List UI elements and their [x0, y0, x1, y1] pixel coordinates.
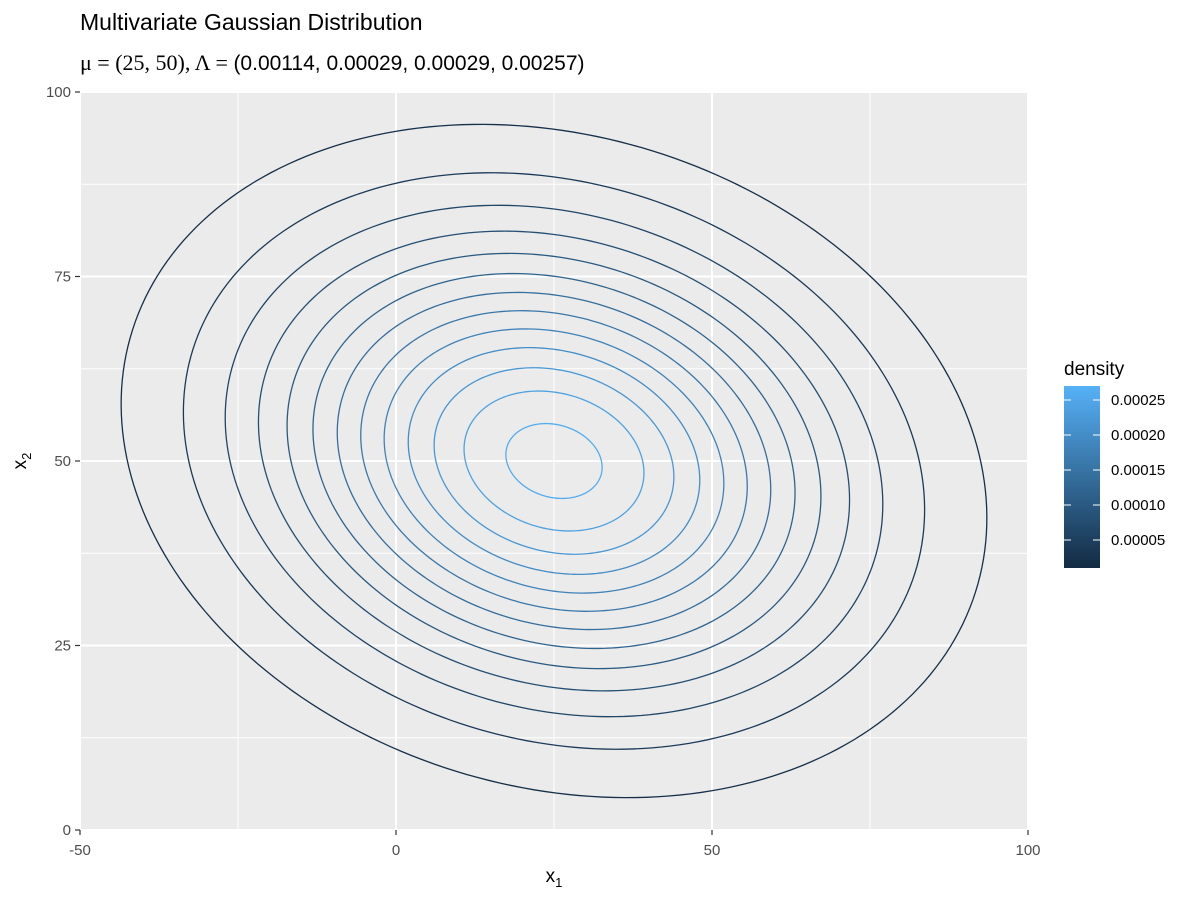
x-tick-label: 50 — [704, 842, 721, 859]
contour-line — [407, 346, 701, 576]
y-tick-label: 25 — [54, 638, 71, 655]
axis-ticks — [75, 91, 1029, 835]
contour-line — [463, 390, 645, 532]
y-tick-label: 100 — [46, 84, 71, 101]
legend-ticks — [1064, 399, 1100, 541]
y-axis-title: x2 — [10, 453, 34, 470]
legend-colorbar — [1064, 386, 1100, 568]
contour-line — [286, 252, 822, 670]
contour-line — [383, 328, 725, 594]
x-tick-label: 100 — [1015, 842, 1040, 859]
contour-line — [433, 367, 675, 555]
contour-line — [120, 123, 988, 799]
legend-label: 0.00025 — [1111, 392, 1165, 409]
legend-title: density — [1064, 359, 1125, 380]
subtitle-prefix: μ = (25, 50), Λ = — [80, 50, 233, 75]
legend-label: 0.00015 — [1111, 462, 1165, 479]
x-axis-title: x1 — [546, 866, 563, 890]
legend-label: 0.00010 — [1111, 497, 1165, 514]
contour-line — [312, 272, 796, 650]
legend-labels: 0.00025 0.00020 0.00015 0.00010 0.00005 — [1111, 392, 1165, 549]
contour-line — [360, 310, 748, 612]
legend-label: 0.00005 — [1111, 532, 1165, 549]
x-tick-label: 0 — [392, 842, 400, 859]
contour-lines — [120, 123, 988, 799]
contour-line — [505, 422, 603, 500]
y-axis-tick-labels: 0 25 50 75 100 — [46, 84, 71, 839]
y-tick-label: 50 — [54, 453, 71, 470]
x-axis-tick-labels: -50 0 50 100 — [69, 842, 1040, 859]
contour-line — [257, 230, 851, 692]
contour-line — [336, 291, 772, 631]
chart-subtitle: μ = (25, 50), Λ = (0.00114, 0.00029, 0.0… — [80, 50, 585, 75]
legend-label: 0.00020 — [1111, 427, 1165, 444]
y-tick-label: 0 — [63, 822, 71, 839]
y-tick-label: 75 — [54, 269, 71, 286]
contour-line — [224, 204, 884, 718]
subtitle-lambda: (0.00114, 0.00029, 0.00029, 0.00257) — [233, 52, 584, 75]
contour-line — [182, 172, 926, 750]
chart-title: Multivariate Gaussian Distribution — [80, 9, 423, 35]
x-tick-label: -50 — [69, 842, 91, 859]
